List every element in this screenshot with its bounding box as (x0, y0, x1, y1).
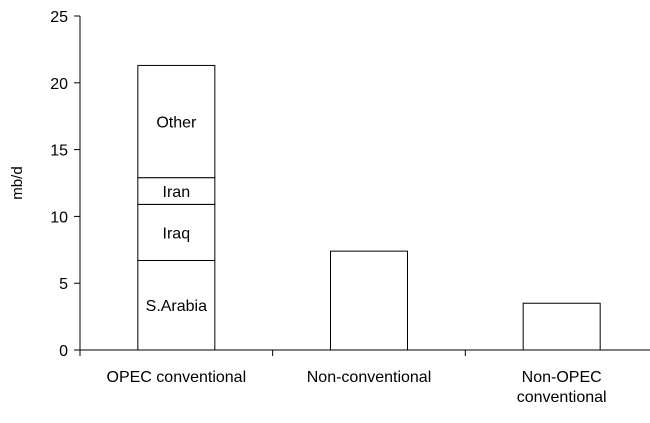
y-axis-title: mb/d (9, 166, 26, 199)
bar-segment-label: S.Arabia (146, 298, 207, 315)
y-tick-label: 15 (50, 143, 68, 160)
y-tick-label: 0 (59, 343, 68, 360)
y-tick-label: 20 (50, 76, 68, 93)
x-category-label: Non-conventional (307, 369, 432, 386)
bar-segment-label: Other (156, 115, 197, 132)
bars: S.Arabia Iraq Iran Other (137, 64, 601, 351)
x-axis: OPEC conventional Non-conventional Non-OPE… (79, 349, 650, 406)
bar-segment (522, 302, 601, 351)
x-category-label: OPEC conventional (107, 369, 247, 386)
bar-segment (330, 250, 408, 351)
x-category-label: Non-OPEC conventional (517, 369, 607, 406)
bar-segment (137, 177, 216, 205)
y-axis: 0 5 10 15 20 25 (50, 9, 81, 360)
bar-segment-label: Iran (163, 184, 191, 201)
bar-segment (137, 203, 216, 261)
y-tick-label: 25 (50, 9, 68, 26)
y-tick-label: 5 (59, 276, 68, 293)
bar-segment (137, 64, 216, 179)
bar-segment (137, 259, 216, 351)
bar-segment-label: Iraq (163, 225, 191, 242)
y-tick-label: 10 (50, 209, 68, 226)
